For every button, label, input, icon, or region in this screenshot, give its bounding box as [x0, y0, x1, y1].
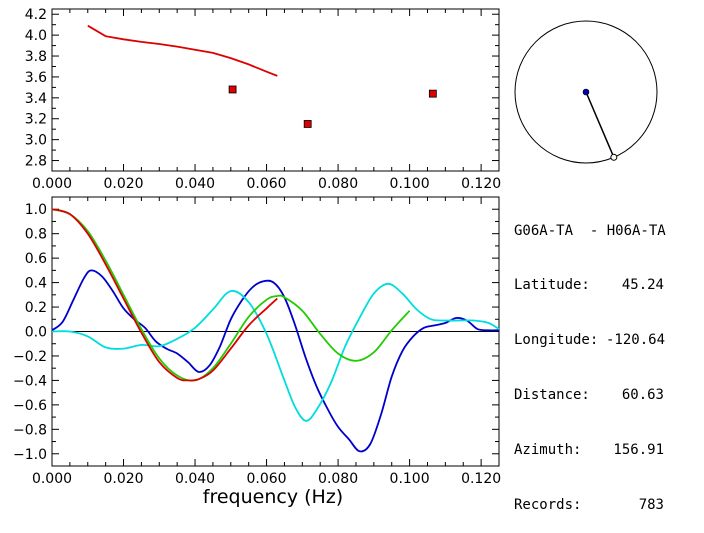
y-tick-label: 0.4: [25, 276, 47, 292]
info-label: Longitude:: [514, 332, 599, 349]
y-tick-label: 3.0: [25, 133, 47, 149]
data-point: [303, 120, 312, 128]
green-series-line: [51, 208, 411, 382]
y-tick-label: 3.8: [25, 49, 47, 65]
info-row-longitude: Longitude: -120.64: [514, 331, 666, 349]
x-tick-label: 0.120: [461, 176, 501, 192]
y-tick-label: −0.2: [13, 349, 47, 365]
red-series-line: [51, 208, 278, 382]
station-info-panel: G06A-TA - H06A-TA Latitude: 45.24 Longitu…: [514, 185, 666, 533]
cyan-series-line: [51, 282, 500, 422]
y-tick-label: 2.8: [25, 154, 47, 170]
info-row-latitude: Latitude: 45.24: [514, 276, 666, 294]
info-row-azimuth: Azimuth: 156.91: [514, 441, 666, 459]
y-tick-label: −0.6: [13, 398, 47, 414]
bottom-plot: 0.000 0.020 0.040 0.060 0.080 0.100 0.120 1.0 0.…: [13, 196, 501, 487]
y-tick-label: 3.2: [25, 112, 47, 128]
y-tick-label: 0.6: [25, 251, 47, 267]
station-b-marker: [610, 153, 618, 161]
y-tick-label: −0.4: [13, 373, 47, 389]
y-tick-label: −1.0: [13, 447, 47, 463]
top-plot: 0.000 0.020 0.040 0.060 0.080 0.100 0.120 2.8 3.…: [25, 7, 501, 192]
data-point: [428, 89, 437, 98]
station-a-marker: [582, 88, 590, 96]
chart-canvas: 0.000 0.020 0.040 0.060 0.080 0.100 0.120 2.8 3.…: [13, 7, 658, 508]
x-tick-label: 0.000: [32, 176, 72, 192]
y-tick-label: −0.8: [13, 422, 47, 438]
x-tick-label: 0.040: [175, 471, 215, 487]
info-label: Latitude:: [514, 277, 590, 294]
info-label: Distance:: [514, 387, 590, 404]
y-tick-label: 3.4: [25, 91, 47, 107]
info-label: Azimuth:: [514, 442, 582, 459]
azimuth-line: [585, 91, 615, 158]
x-tick-label: 0.020: [103, 471, 143, 487]
blue-series-line: [51, 269, 500, 453]
x-tick-label: 0.100: [390, 471, 430, 487]
info-value: 60.63: [621, 387, 664, 404]
info-value: 783: [638, 497, 664, 514]
station-map: [514, 20, 658, 164]
data-point: [228, 85, 237, 94]
y-tick-label: 0.2: [25, 300, 47, 316]
info-value: 45.24: [621, 277, 664, 294]
y-tick-label: 0.8: [25, 227, 47, 243]
x-tick-label: 0.040: [175, 176, 215, 192]
x-tick-label: 0.020: [103, 176, 143, 192]
x-tick-label: 0.060: [247, 176, 287, 192]
info-value: -120.64: [606, 332, 666, 349]
x-tick-label: 0.080: [318, 176, 358, 192]
info-value: 156.91: [613, 442, 664, 459]
x-tick-label: 0.060: [247, 471, 287, 487]
map-circle: [514, 20, 658, 164]
dispersion-curve: [87, 24, 278, 77]
x-tick-label: 0.120: [461, 471, 501, 487]
station-pair-title: G06A-TA - H06A-TA: [514, 222, 666, 239]
y-tick-label: 0.0: [25, 325, 47, 341]
y-tick-label: 4.2: [25, 7, 47, 23]
x-axis-label: frequency (Hz): [203, 486, 343, 508]
info-row-records: Records: 783: [514, 496, 666, 514]
x-tick-label: 0.000: [32, 471, 72, 487]
x-tick-label: 0.080: [318, 471, 358, 487]
y-tick-label: 4.0: [25, 28, 47, 44]
y-tick-label: 1.0: [25, 202, 47, 218]
plot-frame: [51, 8, 500, 172]
info-label: Records:: [514, 497, 582, 514]
info-row-distance: Distance: 60.63: [514, 386, 666, 404]
x-tick-label: 0.100: [390, 176, 430, 192]
y-tick-label: 3.6: [25, 70, 47, 86]
